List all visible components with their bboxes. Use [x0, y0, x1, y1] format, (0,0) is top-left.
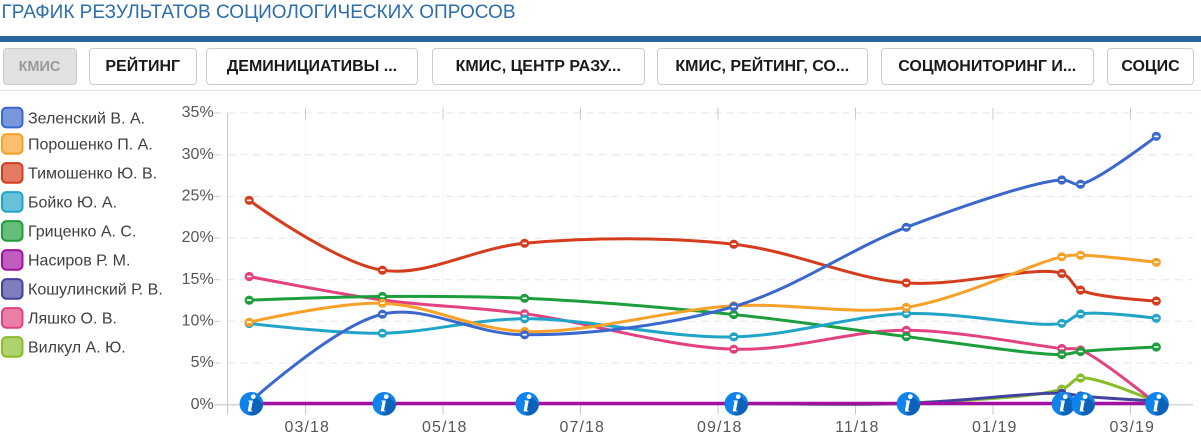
- svg-text:09/18: 09/18: [697, 419, 743, 436]
- svg-text:ı: ı: [247, 392, 254, 418]
- svg-text:10%: 10%: [182, 313, 214, 330]
- svg-text:30%: 30%: [182, 146, 214, 163]
- svg-text:0%: 0%: [191, 396, 214, 413]
- svg-text:Кошулинский Р. В.: Кошулинский Р. В.: [28, 282, 163, 299]
- svg-text:01/19: 01/19: [972, 419, 1018, 436]
- svg-text:03/19: 03/19: [1110, 419, 1156, 436]
- svg-text:Бойко Ю. А.: Бойко Ю. А.: [28, 195, 117, 212]
- svg-text:15%: 15%: [182, 271, 214, 288]
- svg-text:Гриценко А. С.: Гриценко А. С.: [28, 224, 136, 241]
- svg-text:Зеленский В. А.: Зеленский В. А.: [28, 110, 145, 127]
- svg-text:ı: ı: [523, 392, 530, 418]
- svg-text:35%: 35%: [182, 104, 214, 121]
- svg-text:Порошенко П. А.: Порошенко П. А.: [28, 137, 153, 154]
- svg-text:Ляшко О. В.: Ляшко О. В.: [28, 311, 117, 328]
- svg-text:ı: ı: [380, 392, 387, 418]
- svg-text:ı: ı: [1059, 392, 1066, 418]
- svg-text:ı: ı: [1153, 392, 1160, 418]
- svg-text:05/18: 05/18: [422, 419, 468, 436]
- svg-text:25%: 25%: [182, 188, 214, 205]
- svg-text:ı: ı: [732, 392, 739, 418]
- svg-text:ı: ı: [904, 392, 911, 418]
- svg-text:03/18: 03/18: [285, 419, 331, 436]
- svg-text:07/18: 07/18: [560, 419, 606, 436]
- svg-text:Насиров Р. М.: Насиров Р. М.: [28, 253, 130, 270]
- svg-text:Тимошенко Ю. В.: Тимошенко Ю. В.: [28, 166, 157, 183]
- svg-text:5%: 5%: [191, 354, 214, 371]
- svg-text:Вилкул А. Ю.: Вилкул А. Ю.: [28, 340, 126, 357]
- svg-text:20%: 20%: [182, 229, 214, 246]
- svg-text:ı: ı: [1079, 392, 1086, 418]
- svg-text:11/18: 11/18: [835, 419, 879, 436]
